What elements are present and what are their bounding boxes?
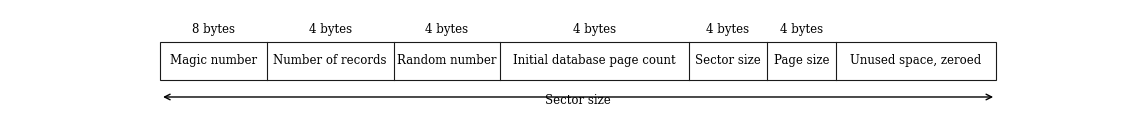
Text: 4 bytes: 4 bytes xyxy=(779,23,823,36)
Text: Sector size: Sector size xyxy=(695,54,760,67)
Bar xyxy=(160,42,996,80)
Text: Initial database page count: Initial database page count xyxy=(513,54,676,67)
Text: Sector size: Sector size xyxy=(545,94,611,107)
Text: Random number: Random number xyxy=(397,54,496,67)
Text: 4 bytes: 4 bytes xyxy=(706,23,749,36)
Text: Number of records: Number of records xyxy=(273,54,387,67)
Text: Magic number: Magic number xyxy=(170,54,257,67)
Text: 4 bytes: 4 bytes xyxy=(573,23,616,36)
Text: Unused space, zeroed: Unused space, zeroed xyxy=(851,54,981,67)
Text: 8 bytes: 8 bytes xyxy=(192,23,235,36)
Text: 4 bytes: 4 bytes xyxy=(425,23,468,36)
Text: 4 bytes: 4 bytes xyxy=(309,23,352,36)
Text: Page size: Page size xyxy=(774,54,829,67)
